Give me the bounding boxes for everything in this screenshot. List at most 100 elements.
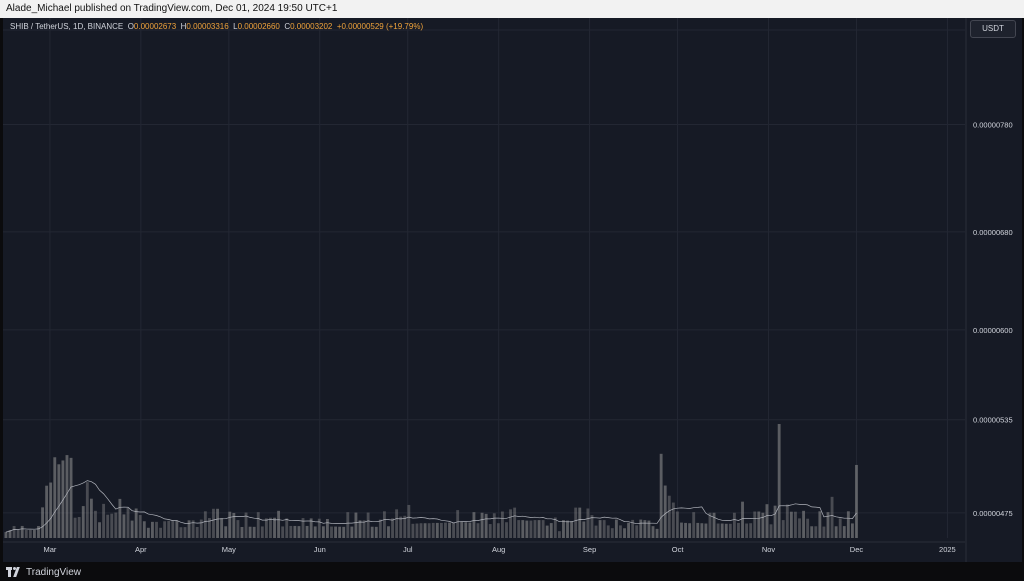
volume-bar xyxy=(716,523,720,538)
x-tick-label: Dec xyxy=(850,545,864,554)
volume-bar xyxy=(696,522,700,538)
volume-bar xyxy=(570,521,574,538)
volume-bar xyxy=(757,511,761,538)
volume-bar xyxy=(728,523,732,538)
volume-bar xyxy=(220,518,224,538)
volume-bar xyxy=(460,521,464,538)
volume-bar xyxy=(818,511,822,538)
volume-bar xyxy=(745,523,749,538)
volume-bar xyxy=(293,525,297,538)
volume-bar xyxy=(684,522,687,538)
volume-bar xyxy=(248,526,252,538)
x-tick-label: Apr xyxy=(135,545,147,554)
volume-bar xyxy=(671,502,675,538)
volume-bar xyxy=(305,525,309,538)
legend-open: 0.00002673 xyxy=(133,22,177,31)
tradingview-logo[interactable]: TradingView xyxy=(6,565,81,579)
volume-bar xyxy=(619,525,622,538)
volume-bar xyxy=(81,506,85,538)
volume-bar xyxy=(586,508,590,538)
volume-bar xyxy=(142,521,146,538)
y-tick-label: 0.00000680 xyxy=(973,228,1013,237)
volume-bar xyxy=(680,522,683,538)
volume-bar xyxy=(724,523,728,538)
volume-bar xyxy=(484,513,488,538)
volume-bar xyxy=(20,525,24,538)
volume-bar xyxy=(41,507,44,538)
volume-bar xyxy=(614,519,618,538)
volume-bar xyxy=(395,509,399,538)
volume-bar xyxy=(769,524,773,538)
volume-bar xyxy=(598,520,602,538)
tradingview-logo-icon xyxy=(6,567,22,577)
volume-bar xyxy=(659,453,663,538)
volume-bar xyxy=(806,518,810,538)
currency-button[interactable]: USDT xyxy=(970,20,1016,38)
volume-bar xyxy=(578,507,582,538)
y-tick-label: 0.00000475 xyxy=(973,509,1013,518)
published-text: Alade_Michael published on TradingView.c… xyxy=(6,3,338,14)
volume-bar xyxy=(798,518,801,538)
volume-bar xyxy=(557,531,561,538)
volume-bar xyxy=(741,501,744,538)
volume-bar xyxy=(146,527,150,538)
volume-bar xyxy=(647,520,651,538)
volume-bar xyxy=(419,523,423,538)
volume-bar xyxy=(826,512,830,538)
volume-bar xyxy=(720,523,724,538)
volume-bar xyxy=(415,523,419,538)
volume-bar xyxy=(456,510,460,538)
volume-bar xyxy=(737,522,740,538)
volume-bar xyxy=(203,511,207,538)
volume-bar xyxy=(802,510,806,538)
volume-bar xyxy=(403,515,407,538)
volume-bar xyxy=(529,520,533,538)
volume-bar xyxy=(513,507,517,538)
volume-bar xyxy=(834,526,838,538)
volume-bar xyxy=(382,511,386,538)
volume-bar xyxy=(277,510,281,538)
volume-bar xyxy=(781,520,785,538)
volume-bar xyxy=(366,512,370,538)
volume-bar xyxy=(692,512,696,538)
volume-bar xyxy=(53,457,57,538)
volume-bar xyxy=(663,485,667,538)
volume-bar xyxy=(753,511,757,538)
volume-bar xyxy=(118,498,122,538)
volume-bar xyxy=(431,522,435,538)
volume-bar xyxy=(525,520,529,538)
y-tick-label: 0.00000600 xyxy=(973,326,1013,335)
price-chart[interactable]: 0.000080000.000070000.000060000.00005000… xyxy=(3,0,1022,562)
volume-bar xyxy=(651,526,655,538)
volume-bar xyxy=(216,508,219,538)
volume-bar xyxy=(77,517,81,538)
volume-bar xyxy=(639,519,643,538)
volume-bar xyxy=(850,523,854,538)
volume-bar xyxy=(411,523,415,538)
volume-bar xyxy=(590,515,594,538)
volume-bar xyxy=(330,526,333,538)
volume-bar xyxy=(49,482,53,538)
volume-bar xyxy=(537,520,541,538)
volume-bar xyxy=(85,482,89,538)
legend-l-label: L xyxy=(233,22,238,31)
volume-bar xyxy=(838,518,842,538)
volume-bar xyxy=(28,529,32,538)
volume-bar xyxy=(562,520,565,538)
volume-bar xyxy=(594,525,598,538)
volume-bar xyxy=(785,504,789,538)
symbol-legend: SHIB / TetherUS, 1D, BINANCE O0.00002673… xyxy=(10,22,423,31)
volume-bar xyxy=(407,504,411,538)
volume-bar xyxy=(855,464,858,538)
y-tick-label: 0.00000535 xyxy=(973,416,1013,425)
legend-o-label: O xyxy=(127,22,134,31)
volume-bar xyxy=(65,455,69,538)
volume-bar xyxy=(545,525,549,538)
chart-area[interactable]: 0.000080000.000070000.000060000.00005000… xyxy=(3,0,1022,562)
volume-bar xyxy=(301,518,305,538)
volume-bar xyxy=(207,518,211,538)
x-tick-label: Oct xyxy=(672,545,685,554)
volume-bar xyxy=(151,521,154,538)
x-tick-label: Jun xyxy=(314,545,326,554)
